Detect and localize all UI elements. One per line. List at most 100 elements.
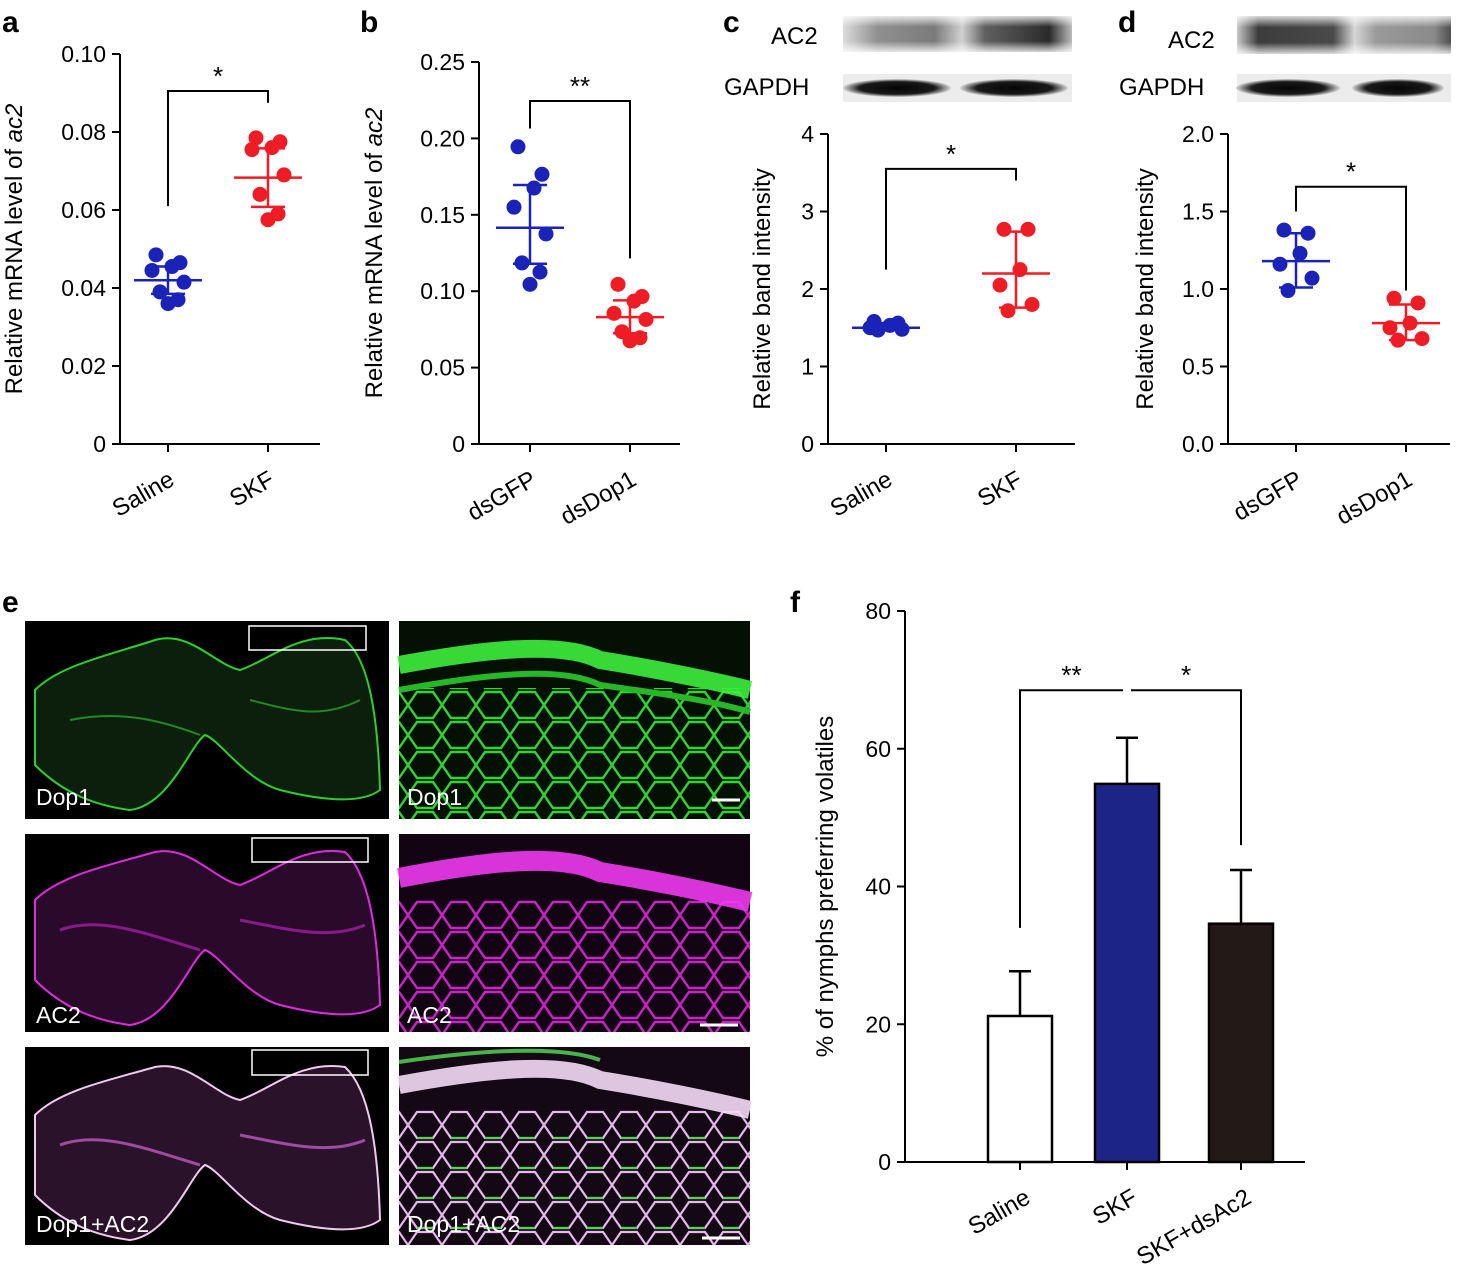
micrograph-label-merge-right: Dop1+AC2 [407, 1211, 520, 1237]
chart-c: 0 1 2 3 4 Saline SKF Relative band intensity * [749, 121, 1075, 523]
y-tick-label-b: 0.25 [420, 49, 465, 75]
data-point-d [1276, 222, 1292, 238]
blot-c-ac2-label: AC2 [771, 23, 818, 50]
y-tick-label-a: 0 [93, 431, 106, 457]
significance-bracket-f [1131, 689, 1242, 846]
significance-bracket-a [167, 90, 269, 207]
y-tick-label-d: 1.0 [1182, 276, 1214, 302]
y-axis-label-b: Relative mRNA level of ac2 [361, 108, 388, 399]
y-tick-label-f: 60 [865, 736, 891, 762]
y-tick-label-d: 0.0 [1182, 431, 1214, 457]
blot-c-gapdh-band-2 [960, 79, 1068, 97]
blot-c-ac2-band-fade [843, 16, 1072, 52]
panel-label-a: a [2, 6, 19, 39]
significance-label-a: * [213, 61, 223, 91]
y-tick-label-b: 0 [452, 431, 465, 457]
panel-label-b: b [360, 6, 378, 39]
y-tick-label-d: 0.5 [1182, 354, 1214, 380]
data-point-a [260, 212, 276, 228]
data-point-b [606, 305, 622, 321]
y-axis-label-italic: ac2 [361, 108, 388, 147]
x-category-label-a: Saline [108, 466, 179, 523]
blot-d-gapdh-band-1 [1236, 79, 1340, 97]
bar-skf-dsac2 [1207, 922, 1275, 1164]
x-category-label-b: dsGFP [463, 466, 541, 527]
y-tick-label-c: 1 [801, 354, 814, 380]
merge-zoom-green-edge [398, 1048, 601, 1064]
merge-tissue-outline [34, 1064, 382, 1242]
y-tick-label-a: 0.04 [61, 275, 106, 301]
data-point-b [506, 199, 522, 215]
bar-saline [986, 1014, 1054, 1164]
data-point-a [148, 247, 164, 263]
data-point-a [252, 186, 268, 202]
y-tick-label-b: 0.10 [420, 278, 465, 304]
bar-skf [1093, 782, 1161, 1164]
y-tick-label-f: 0 [878, 1149, 891, 1175]
panel-label-d: d [1118, 6, 1136, 39]
data-point-a [144, 262, 160, 278]
data-point-c [1024, 297, 1040, 312]
blot-d-gapdh-label: GAPDH [1119, 74, 1204, 101]
y-tick-label-a: 0.10 [61, 41, 106, 67]
data-point-b [510, 139, 526, 155]
significance-label-f: ** [1061, 660, 1081, 690]
micrograph-label-merge-left: Dop1+AC2 [36, 1211, 149, 1237]
significance-bracket-c [885, 167, 1017, 270]
data-point-a [248, 130, 264, 146]
blot-d-ac2-band-fade [1237, 16, 1451, 54]
ac2-zoom-cells [399, 900, 750, 1032]
data-point-b [534, 166, 550, 182]
significance-label-c: * [946, 139, 956, 169]
y-axis-label-italic: ac2 [1, 104, 28, 143]
panel-label-f: f [790, 586, 801, 619]
y-tick-label-d: 1.5 [1182, 199, 1214, 225]
y-tick-label-f: 80 [865, 598, 891, 624]
ac2-zoom-box [251, 837, 369, 863]
data-point-b [532, 264, 548, 280]
x-category-label-a: SKF [225, 466, 279, 513]
dop1-tissue-detail [69, 699, 361, 736]
data-point-c [996, 221, 1012, 237]
micrograph-label-ac2-left: AC2 [36, 1002, 81, 1028]
x-category-label-c: Saline [826, 466, 897, 523]
blot-c: AC2 GAPDH [724, 16, 1072, 102]
y-tick-label-a: 0.02 [61, 353, 106, 379]
data-point-d [1386, 290, 1402, 306]
merge-tissue-detail [59, 1133, 366, 1167]
x-category-label-d: dsDop1 [1332, 466, 1417, 531]
merge-zoom-box [251, 1049, 369, 1076]
data-point-b [538, 226, 554, 242]
significance-label-d: * [1346, 157, 1356, 187]
data-point-b [622, 333, 638, 349]
data-point-a [176, 274, 192, 290]
dop1-zoom-box [248, 625, 367, 651]
y-tick-label-f: 40 [865, 874, 891, 900]
y-tick-label-c: 2 [801, 276, 814, 302]
x-category-label-f: Saline [964, 1184, 1035, 1241]
y-axis-label-d: Relative band intensity [1132, 168, 1159, 409]
data-point-b [610, 276, 626, 292]
significance-bracket-f [1019, 689, 1123, 928]
blot-c-gapdh-band-1 [843, 79, 951, 97]
y-axis-label-c: Relative band intensity [749, 168, 776, 409]
dop1-tissue-outline [34, 637, 382, 812]
data-point-d [1414, 331, 1430, 347]
significance-bracket-b [529, 99, 631, 259]
y-tick-label-b: 0.15 [420, 202, 465, 228]
chart-a: 0 0.02 0.04 0.06 0.08 0.10 Saline SKF Relative m… [1, 41, 320, 523]
significance-bracket-d [1295, 185, 1407, 291]
merge-zoom-cells [399, 1110, 750, 1245]
data-point-d [1304, 270, 1320, 286]
blot-d-ac2-label: AC2 [1168, 27, 1215, 54]
dop1-zoom-membrane [397, 639, 753, 699]
x-category-label-b: dsDop1 [556, 466, 641, 531]
panel-label-c: c [723, 6, 740, 39]
y-tick-label-b: 0.20 [420, 125, 465, 151]
data-point-c [992, 277, 1008, 293]
y-axis-label-text: Relative mRNA level of [1, 142, 28, 394]
y-axis-label-f: % of nymphs preferring volatiles [812, 716, 839, 1057]
data-point-d [1410, 295, 1426, 311]
y-tick-label-c: 0 [801, 431, 814, 457]
ac2-tissue-outline [34, 849, 382, 1027]
